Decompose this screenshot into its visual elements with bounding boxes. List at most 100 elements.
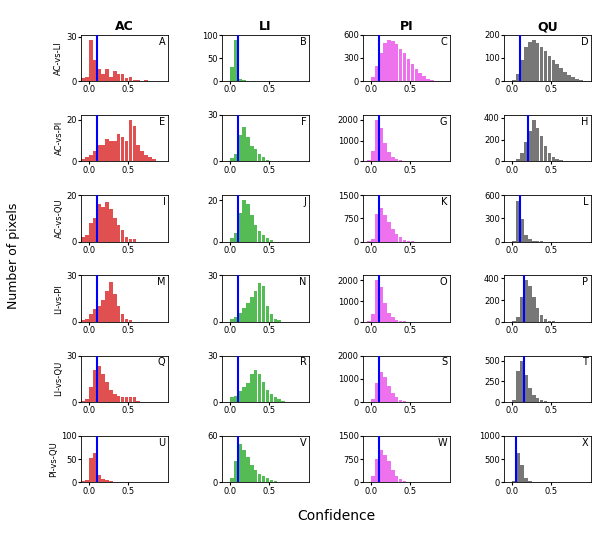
Bar xyxy=(391,41,395,81)
Bar xyxy=(548,55,551,81)
Title: QU: QU xyxy=(537,20,558,34)
Bar xyxy=(125,78,128,81)
Text: Number of pixels: Number of pixels xyxy=(7,203,20,309)
Bar xyxy=(563,72,567,81)
Bar xyxy=(109,77,113,81)
Bar xyxy=(379,207,383,242)
Bar xyxy=(133,239,136,242)
Bar xyxy=(105,139,109,161)
Bar xyxy=(109,281,113,322)
Bar xyxy=(257,154,262,161)
Bar xyxy=(85,77,89,81)
Bar xyxy=(125,398,128,402)
Bar xyxy=(254,149,257,161)
Bar xyxy=(121,74,124,81)
Bar xyxy=(109,141,113,161)
Bar xyxy=(395,476,398,482)
Bar xyxy=(266,390,269,402)
Bar xyxy=(238,135,242,161)
Bar xyxy=(387,222,391,242)
Bar xyxy=(269,480,274,482)
Bar xyxy=(387,386,391,402)
Bar xyxy=(556,159,559,161)
Bar xyxy=(246,204,250,242)
Text: Q: Q xyxy=(158,358,166,367)
Y-axis label: LI-vs-PI: LI-vs-PI xyxy=(55,284,64,313)
Bar xyxy=(559,68,563,81)
Bar xyxy=(528,481,532,482)
Bar xyxy=(257,474,262,482)
Bar xyxy=(81,237,85,242)
Bar xyxy=(548,154,551,161)
Bar xyxy=(371,476,375,482)
Bar xyxy=(85,319,89,322)
Bar xyxy=(89,458,93,482)
Bar xyxy=(101,74,104,81)
Bar xyxy=(556,64,559,81)
Bar xyxy=(383,377,386,402)
Text: K: K xyxy=(441,197,448,207)
Bar xyxy=(238,445,242,482)
Bar xyxy=(101,374,104,402)
Bar xyxy=(257,283,262,322)
Text: T: T xyxy=(583,358,589,367)
Bar xyxy=(89,386,93,402)
Bar xyxy=(398,321,403,322)
Bar xyxy=(81,159,85,161)
Bar xyxy=(395,398,398,402)
Bar xyxy=(568,75,571,81)
Bar xyxy=(133,126,136,161)
Bar xyxy=(250,374,254,402)
Bar xyxy=(238,79,242,81)
Bar xyxy=(410,64,415,81)
Bar xyxy=(97,366,101,402)
Text: F: F xyxy=(301,117,307,127)
Bar xyxy=(230,398,234,402)
Bar xyxy=(148,157,152,161)
Bar xyxy=(246,303,250,322)
Bar xyxy=(379,372,383,402)
Text: W: W xyxy=(438,438,448,448)
Bar xyxy=(528,131,532,161)
Bar xyxy=(375,120,379,161)
Bar xyxy=(125,237,128,242)
Bar xyxy=(250,215,254,242)
Bar xyxy=(105,481,109,482)
Bar xyxy=(371,239,375,242)
Bar xyxy=(85,399,89,402)
Bar xyxy=(387,40,391,81)
Text: C: C xyxy=(440,36,448,46)
Text: D: D xyxy=(581,36,589,46)
Bar xyxy=(117,225,121,242)
Bar xyxy=(145,80,148,81)
Text: B: B xyxy=(299,36,307,46)
Bar xyxy=(528,239,532,242)
Bar xyxy=(387,312,391,322)
Bar xyxy=(391,229,395,242)
Bar xyxy=(101,300,104,322)
Bar xyxy=(113,394,116,402)
Bar xyxy=(269,394,274,402)
Bar xyxy=(524,236,527,242)
Bar xyxy=(430,80,434,81)
Bar xyxy=(418,72,422,81)
Bar xyxy=(246,384,250,402)
Bar xyxy=(403,401,406,402)
Bar xyxy=(81,320,85,322)
Text: J: J xyxy=(304,197,307,207)
Bar xyxy=(524,142,527,161)
Bar xyxy=(532,240,536,242)
Bar xyxy=(136,145,140,161)
Bar xyxy=(262,286,265,322)
Bar xyxy=(242,200,245,242)
Bar xyxy=(262,476,265,482)
Bar xyxy=(109,209,113,242)
Text: G: G xyxy=(440,117,448,127)
Bar xyxy=(539,136,544,161)
Bar xyxy=(532,297,536,322)
Bar xyxy=(536,43,539,81)
Bar xyxy=(536,308,539,322)
Bar xyxy=(379,53,383,81)
Bar xyxy=(274,398,277,402)
Bar xyxy=(152,159,156,161)
